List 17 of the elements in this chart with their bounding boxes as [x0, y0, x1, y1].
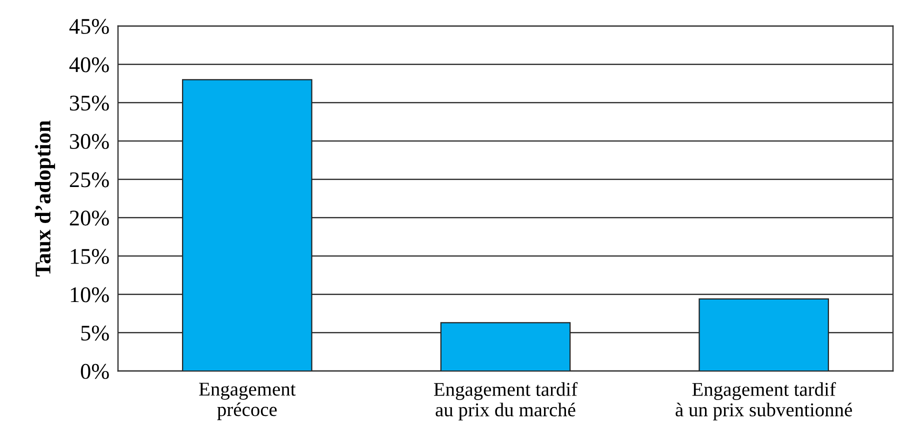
y-tick-label: 40%: [69, 57, 109, 72]
y-tick-label: 15%: [70, 248, 109, 264]
y-tick-label: 0%: [80, 364, 109, 379]
y-tick-label: 5%: [81, 326, 109, 341]
y-tick-label: 35%: [70, 96, 109, 111]
bar: [440, 322, 571, 371]
y-tick-label: 10%: [70, 287, 109, 302]
y-tick-label: 45%: [69, 18, 109, 34]
x-tick-label: Engagement tardif à un prix subventionné: [676, 382, 852, 420]
bar: [698, 298, 829, 371]
y-axis-title: Taux d’adoption: [34, 120, 56, 276]
y-tick-label: 25%: [70, 172, 109, 188]
y-tick-label: 30%: [70, 134, 109, 149]
y-tick-label: 20%: [70, 210, 109, 226]
bar: [182, 79, 312, 371]
x-tick-label: Engagement précoce: [199, 382, 296, 420]
x-tick-label: Engagement tardif au prix du marché: [434, 382, 578, 420]
